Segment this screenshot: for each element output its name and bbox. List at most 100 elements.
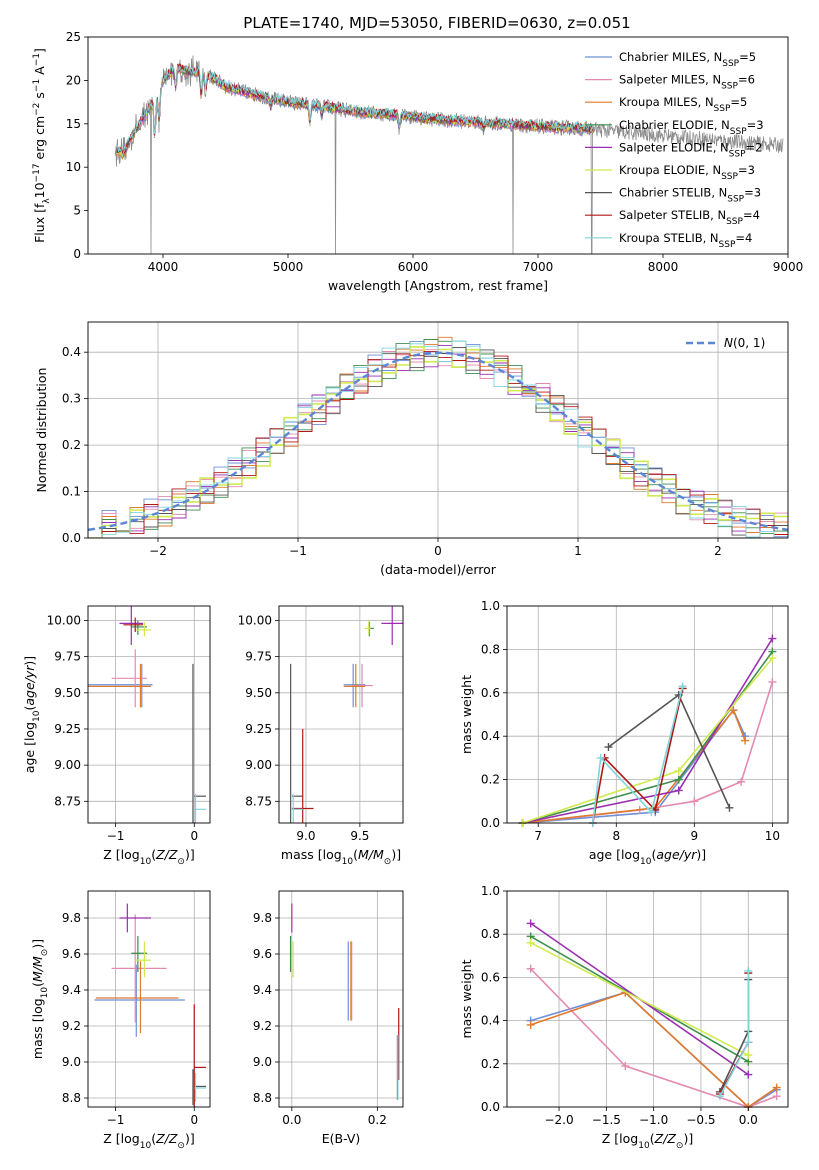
label-part: =4 <box>743 208 760 222</box>
y-axis-label: age [log10(age/yr)] <box>22 656 42 773</box>
label-part: M/M <box>358 847 384 862</box>
label-part: SSP <box>714 104 731 114</box>
weight-line-salpeter_elodie <box>522 638 774 823</box>
spectrum-model-kroupa_miles <box>115 67 593 160</box>
label-part: ( <box>30 982 45 987</box>
normal-curve <box>88 351 788 532</box>
y-tick-label: 25 <box>66 30 81 44</box>
y-tick-label: 0.3 <box>62 392 81 406</box>
x-axis-label: Z [log10(Z/Z⊙)] <box>103 847 194 867</box>
y-tick-label: 0.0 <box>481 1100 500 1114</box>
label-part: erg cm <box>32 116 47 164</box>
x-tick-label: 0.0 <box>282 1113 301 1127</box>
y-tick-label: 9.75 <box>54 650 81 664</box>
y-tick-label: 8.75 <box>54 794 81 808</box>
hist-kroupa_stelib <box>88 340 788 538</box>
label-part: ( <box>353 847 358 862</box>
weight-line-salpeter_stelib <box>719 973 750 1095</box>
label-part: 10 <box>640 857 652 867</box>
y-tick-label: 9.8 <box>62 911 81 925</box>
x-tick-label: −0.5 <box>686 1113 715 1127</box>
weight-line-kroupa_stelib <box>592 686 684 823</box>
label-part: 10 <box>32 182 47 198</box>
label-part: N <box>724 336 733 350</box>
label-part: Kroupa ELODIE, N <box>619 163 721 177</box>
x-tick-label: 7 <box>534 829 542 843</box>
x-tick-label: −2.0 <box>544 1113 573 1127</box>
label-part: Z/Z <box>155 847 178 862</box>
x-tick-label: 8 <box>612 829 620 843</box>
x-tick-label: 0 <box>190 1113 198 1127</box>
y-tick-label: 15 <box>66 117 81 131</box>
label-part: )] <box>391 847 401 862</box>
y-tick-label: 0.4 <box>481 1014 500 1028</box>
label-part: s <box>32 92 47 103</box>
legend-entry: Chabrier STELIB, NSSP=3 <box>619 186 761 205</box>
x-tick-label: 0 <box>190 829 198 843</box>
weight-line-salpeter_miles <box>530 968 777 1107</box>
label-part: (0, 1) <box>733 336 765 350</box>
label-part: −1 <box>32 53 42 66</box>
label-part: Chabrier MILES, N <box>619 50 722 64</box>
label-part: 10 <box>32 710 42 722</box>
normal-legend-label: N(0, 1) <box>724 336 765 350</box>
label-part: Kroupa MILES, N <box>619 95 714 109</box>
weight-line-chabrier_stelib <box>719 979 750 1093</box>
x-tick-label: −1.0 <box>639 1113 668 1127</box>
label-part: Z/Z <box>155 1131 178 1146</box>
label-part: ( <box>650 1131 655 1146</box>
x-tick-label: 0.0 <box>739 1113 758 1127</box>
x-tick-label: −1.5 <box>592 1113 621 1127</box>
label-part: =3 <box>744 186 761 200</box>
x-tick-label: 4000 <box>148 260 179 274</box>
y-tick-label: 9.50 <box>54 686 81 700</box>
axes-frame <box>278 605 404 824</box>
y-tick-label: 9.25 <box>245 722 272 736</box>
x-axis-label: (data-model)/error <box>380 562 497 577</box>
label-part: ] <box>32 48 47 53</box>
x-axis-label: E(B-V) <box>322 1131 361 1146</box>
x-axis-label: age [log10(age/yr)] <box>589 847 706 867</box>
label-part: (data-model)/error <box>380 562 497 577</box>
label-part: )] <box>696 847 706 862</box>
label-part: Flux [f <box>32 203 47 243</box>
y-tick-label: 1.0 <box>481 599 500 613</box>
legend-entry: Kroupa ELODIE, NSSP=3 <box>619 163 755 182</box>
label-part: ⊙ <box>177 1141 185 1151</box>
axes-frame <box>87 36 789 255</box>
legend-entry: Kroupa STELIB, NSSP=4 <box>619 231 752 250</box>
y-tick-label: 0.4 <box>62 345 81 359</box>
plots-layer <box>88 55 788 1111</box>
label-part: 10 <box>40 987 50 999</box>
weight-line-salpeter_stelib <box>592 688 684 823</box>
label-part: age/yr <box>656 847 697 862</box>
figure-title: PLATE=1740, MJD=53050, FIBERID=0630, z=0… <box>243 14 630 32</box>
spectrum-model-kroupa_stelib <box>115 64 593 157</box>
label-part: E(B-V) <box>322 1131 361 1146</box>
y-tick-label: 0.8 <box>481 642 500 656</box>
label-part: SSP <box>721 172 738 182</box>
legend-entry: Chabrier MILES, NSSP=5 <box>619 50 756 69</box>
label-part: ( <box>151 1131 156 1146</box>
label-part: Normed distribution <box>34 368 49 493</box>
y-tick-label: 9.0 <box>62 1055 81 1069</box>
weight-line-kroupa_stelib <box>719 970 750 1097</box>
label-part: 10 <box>140 857 152 867</box>
label-part: mass [log <box>30 998 45 1059</box>
label-part: age [log <box>22 722 37 773</box>
hist-chabrier_elodie <box>88 339 788 538</box>
y-tick-label: 5 <box>73 204 81 218</box>
label-part: ⊙ <box>676 1141 684 1151</box>
label-part: SSP <box>721 82 738 92</box>
label-part: age [log <box>589 847 640 862</box>
y-tick-label: 9.0 <box>253 1055 272 1069</box>
y-tick-label: 0.2 <box>481 1057 500 1071</box>
y-tick-label: 0.2 <box>62 438 81 452</box>
label-part: Chabrier STELIB, N <box>619 186 727 200</box>
label-part: wavelength [Angstrom, rest frame] <box>328 278 548 293</box>
axes-frame <box>87 605 211 824</box>
label-part: 10 <box>342 857 354 867</box>
label-part: Kroupa STELIB, N <box>619 231 719 245</box>
x-axis-label: Z [log10(Z/Z⊙)] <box>602 1131 693 1151</box>
label-part: SSP <box>722 59 739 69</box>
